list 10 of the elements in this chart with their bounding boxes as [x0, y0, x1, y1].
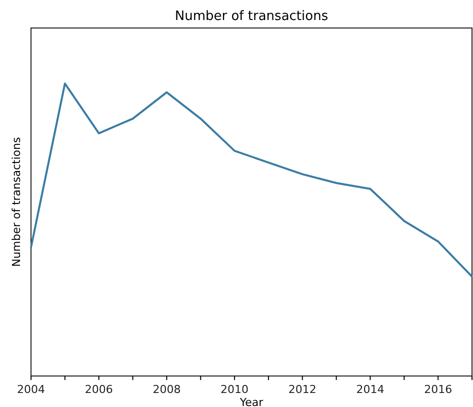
x-axis-title: Year: [238, 396, 264, 407]
y-axis-title: Number of transactions: [10, 136, 23, 267]
x-tick-label: 2006: [84, 382, 113, 396]
x-tick-label: 2004: [17, 382, 45, 396]
x-tick-label: 2016: [424, 382, 452, 396]
chart-title: Number of transactions: [174, 9, 328, 24]
x-tick-label: 2008: [152, 382, 181, 396]
x-tick-label: 2014: [356, 382, 384, 396]
x-tick-label: 2010: [220, 382, 249, 396]
x-tick-label: 2012: [288, 382, 316, 396]
